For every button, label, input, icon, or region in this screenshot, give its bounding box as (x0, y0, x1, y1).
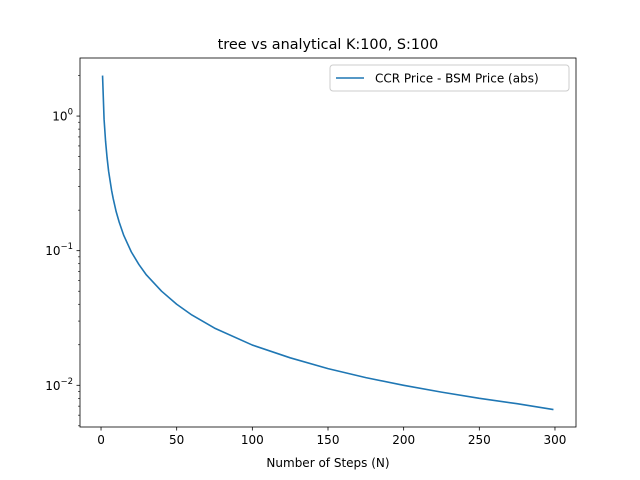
x-tick-label: 250 (468, 433, 491, 447)
x-tick-label: 300 (544, 433, 567, 447)
x-tick-label: 50 (169, 433, 184, 447)
y-axis: 10−2 10−1 100 (45, 75, 80, 427)
x-axis-label: Number of Steps (N) (266, 456, 389, 470)
y-tick-label: 100 (52, 108, 73, 124)
y-tick-label: 10−1 (45, 242, 73, 258)
plot-area (101, 75, 554, 411)
series-line (101, 75, 554, 411)
legend: CCR Price - BSM Price (abs) (329, 64, 570, 92)
x-tick-label: 100 (241, 433, 264, 447)
y-tick-label: 10−2 (45, 377, 73, 393)
legend-box (329, 64, 570, 92)
x-tick-label: 0 (97, 433, 105, 447)
x-tick-label: 200 (392, 433, 415, 447)
x-tick-label: 150 (317, 433, 340, 447)
x-axis: 0 50 100 150 200 250 300 (97, 427, 566, 447)
chart-title: tree vs analytical K:100, S:100 (218, 37, 439, 53)
legend-label: CCR Price - BSM Price (abs) (375, 72, 539, 86)
